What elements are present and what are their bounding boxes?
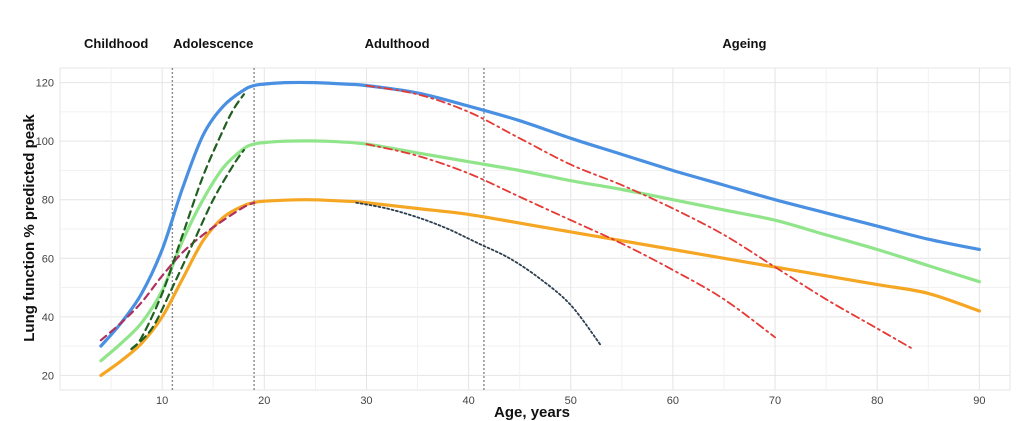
stage-label-1: Childhood: [84, 36, 148, 51]
y-axis-title: Lung function % predicted peak: [21, 114, 38, 342]
y-tick-label: 40: [42, 312, 54, 324]
x-axis-title: Age, years: [494, 404, 570, 421]
series-line-6: [130, 148, 245, 351]
series-line-5: [130, 93, 245, 351]
stage-labels: Childhood Adolescence Adulthood Ageing: [84, 36, 766, 51]
series-line-9: [355, 201, 603, 347]
y-tick-label: 120: [36, 78, 54, 90]
series-line-4: [99, 201, 256, 342]
stage-boundaries: [171, 68, 485, 390]
x-tick-label: 10: [156, 395, 168, 407]
x-tick-labels: 10 20 30 40 50 60 70 80 90: [156, 395, 985, 407]
stage-label-2: Adolescence: [173, 36, 253, 51]
x-tick-label: 80: [871, 395, 883, 407]
grid: [59, 67, 1011, 391]
y-tick-label: 20: [42, 370, 54, 382]
series-line-1: [99, 80, 981, 348]
series-lines: [99, 80, 981, 377]
x-tick-label: 70: [769, 395, 781, 407]
y-tick-label: 100: [36, 136, 54, 148]
y-tick-label: 80: [42, 195, 54, 207]
x-tick-label: 60: [667, 395, 679, 407]
x-tick-label: 50: [565, 395, 577, 407]
stage-label-4: Ageing: [722, 36, 766, 51]
x-tick-label: 90: [973, 395, 985, 407]
x-tick-label: 20: [258, 395, 270, 407]
y-tick-labels: 20 40 60 80 100 120: [36, 78, 54, 383]
y-tick-label: 60: [42, 253, 54, 265]
x-tick-label: 40: [462, 395, 474, 407]
stage-label-3: Adulthood: [365, 36, 430, 51]
x-tick-label: 30: [360, 395, 372, 407]
series-line-7: [365, 84, 914, 350]
series-line-8: [365, 143, 776, 339]
